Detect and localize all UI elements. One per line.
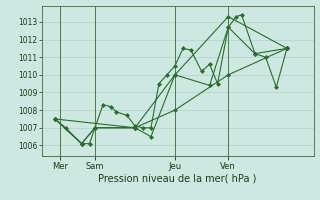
X-axis label: Pression niveau de la mer( hPa ): Pression niveau de la mer( hPa ) — [99, 173, 257, 183]
